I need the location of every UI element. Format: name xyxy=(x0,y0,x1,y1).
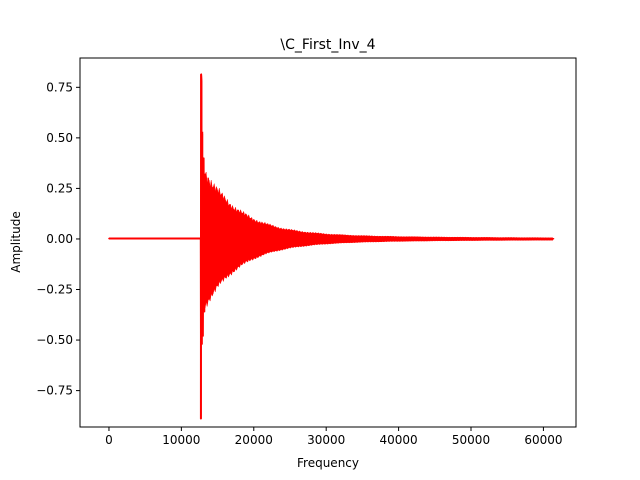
oscillation-envelope xyxy=(200,161,554,315)
y-tick-label: 0.75 xyxy=(46,80,73,94)
burst-fill xyxy=(200,161,554,315)
y-axis: −0.75 −0.50 −0.25 0.00 0.25 0.50 0.75 xyxy=(36,80,80,398)
x-tick-label: 50000 xyxy=(452,433,490,447)
y-tick-label: −0.75 xyxy=(36,384,73,398)
x-tick-label: 10000 xyxy=(162,433,200,447)
x-tick-label: 40000 xyxy=(380,433,418,447)
y-tick-label: 0.50 xyxy=(46,131,73,145)
y-tick-label: 0.00 xyxy=(46,232,73,246)
x-tick-label: 20000 xyxy=(235,433,273,447)
y-tick-label: −0.25 xyxy=(36,283,73,297)
x-axis-label: Frequency xyxy=(297,456,359,470)
chart-title: \C_First_Inv_4 xyxy=(280,37,375,53)
x-tick-label: 60000 xyxy=(524,433,562,447)
y-tick-label: 0.25 xyxy=(46,181,73,195)
plot-area xyxy=(79,57,577,428)
x-axis: 0 10000 20000 30000 40000 50000 60000 xyxy=(105,427,563,447)
y-axis-label: Amplitude xyxy=(9,211,23,273)
y-tick-label: −0.50 xyxy=(36,333,73,347)
plot-frame xyxy=(79,57,577,428)
x-tick-label: 0 xyxy=(105,433,113,447)
series-layer xyxy=(108,73,555,420)
x-tick-label: 30000 xyxy=(307,433,345,447)
main-spike xyxy=(199,74,204,419)
